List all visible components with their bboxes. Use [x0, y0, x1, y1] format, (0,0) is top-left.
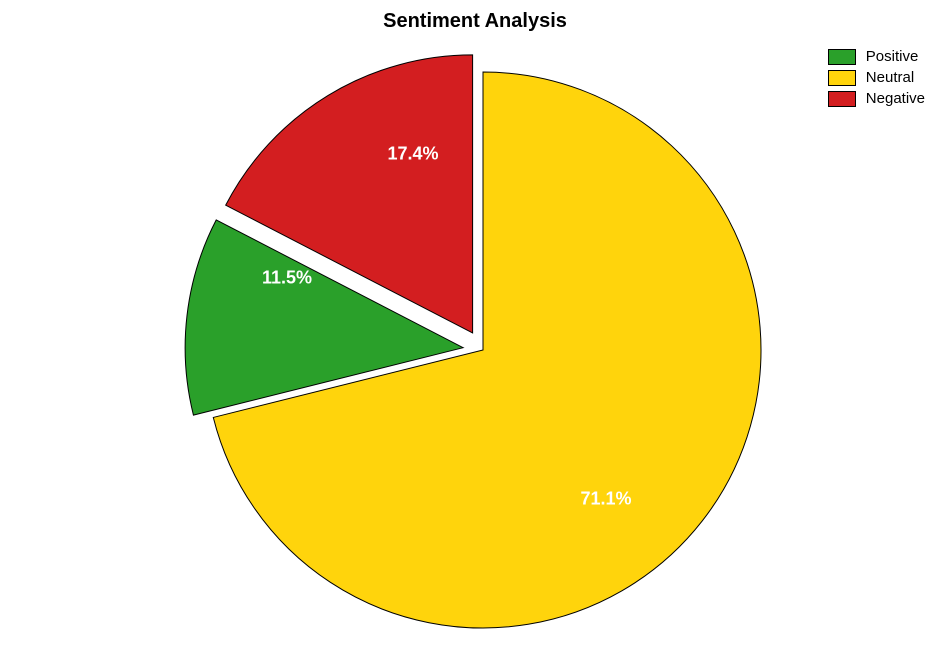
legend-item-negative: Negative: [828, 90, 925, 107]
legend-label-negative: Negative: [866, 90, 925, 107]
pie-chart-svg: [0, 0, 950, 662]
legend-label-positive: Positive: [866, 48, 919, 65]
legend-item-positive: Positive: [828, 48, 925, 65]
slice-label-positive: 11.5%: [262, 268, 312, 289]
legend-label-neutral: Neutral: [866, 69, 914, 86]
slice-label-negative: 17.4%: [387, 144, 438, 165]
legend-swatch-neutral: [828, 70, 856, 86]
legend-item-neutral: Neutral: [828, 69, 925, 86]
legend-swatch-negative: [828, 91, 856, 107]
slice-label-neutral: 71.1%: [580, 489, 631, 510]
legend-swatch-positive: [828, 49, 856, 65]
legend: Positive Neutral Negative: [828, 48, 925, 111]
